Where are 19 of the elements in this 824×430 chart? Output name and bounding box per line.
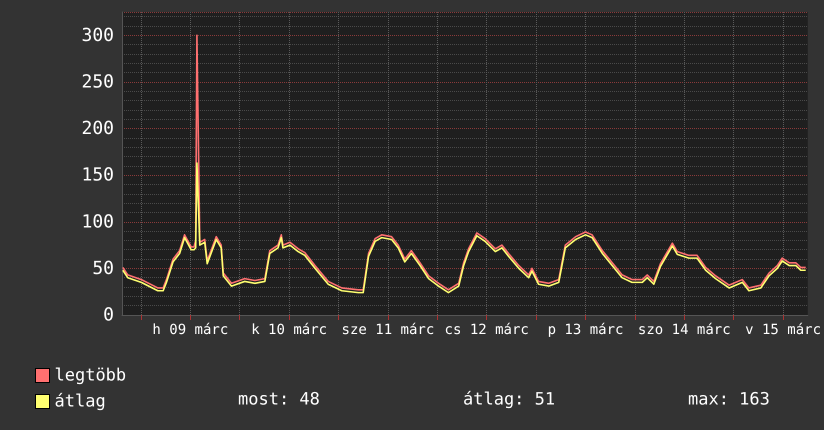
text: most: 48 <box>238 390 320 410</box>
y-tick-label: 200 <box>81 118 114 140</box>
x-tick-label: p 13 márc <box>548 322 624 338</box>
legend-label: legtöbb <box>54 366 126 386</box>
x-tick-label: h 09 márc <box>152 322 228 338</box>
y-tick-label: 300 <box>81 24 114 46</box>
legend-label: átlag <box>54 392 106 412</box>
y-tick-label: 250 <box>81 71 114 92</box>
y-tick-label: 150 <box>81 164 114 186</box>
text: átlag: 51 <box>463 390 556 410</box>
x-tick-label: k 10 márc <box>251 322 328 338</box>
text: max: 163 <box>688 390 770 410</box>
x-tick-label: cs 12 márc <box>444 322 529 338</box>
x-tick-label: v 15 márc <box>745 322 821 338</box>
y-tick-label: 0 <box>103 304 114 326</box>
y-tick-label: 100 <box>81 211 114 232</box>
x-tick-label: szo 14 márc <box>638 322 731 338</box>
x-tick-label: sze 11 márc <box>342 322 434 338</box>
y-tick-label: 50 <box>92 258 114 279</box>
